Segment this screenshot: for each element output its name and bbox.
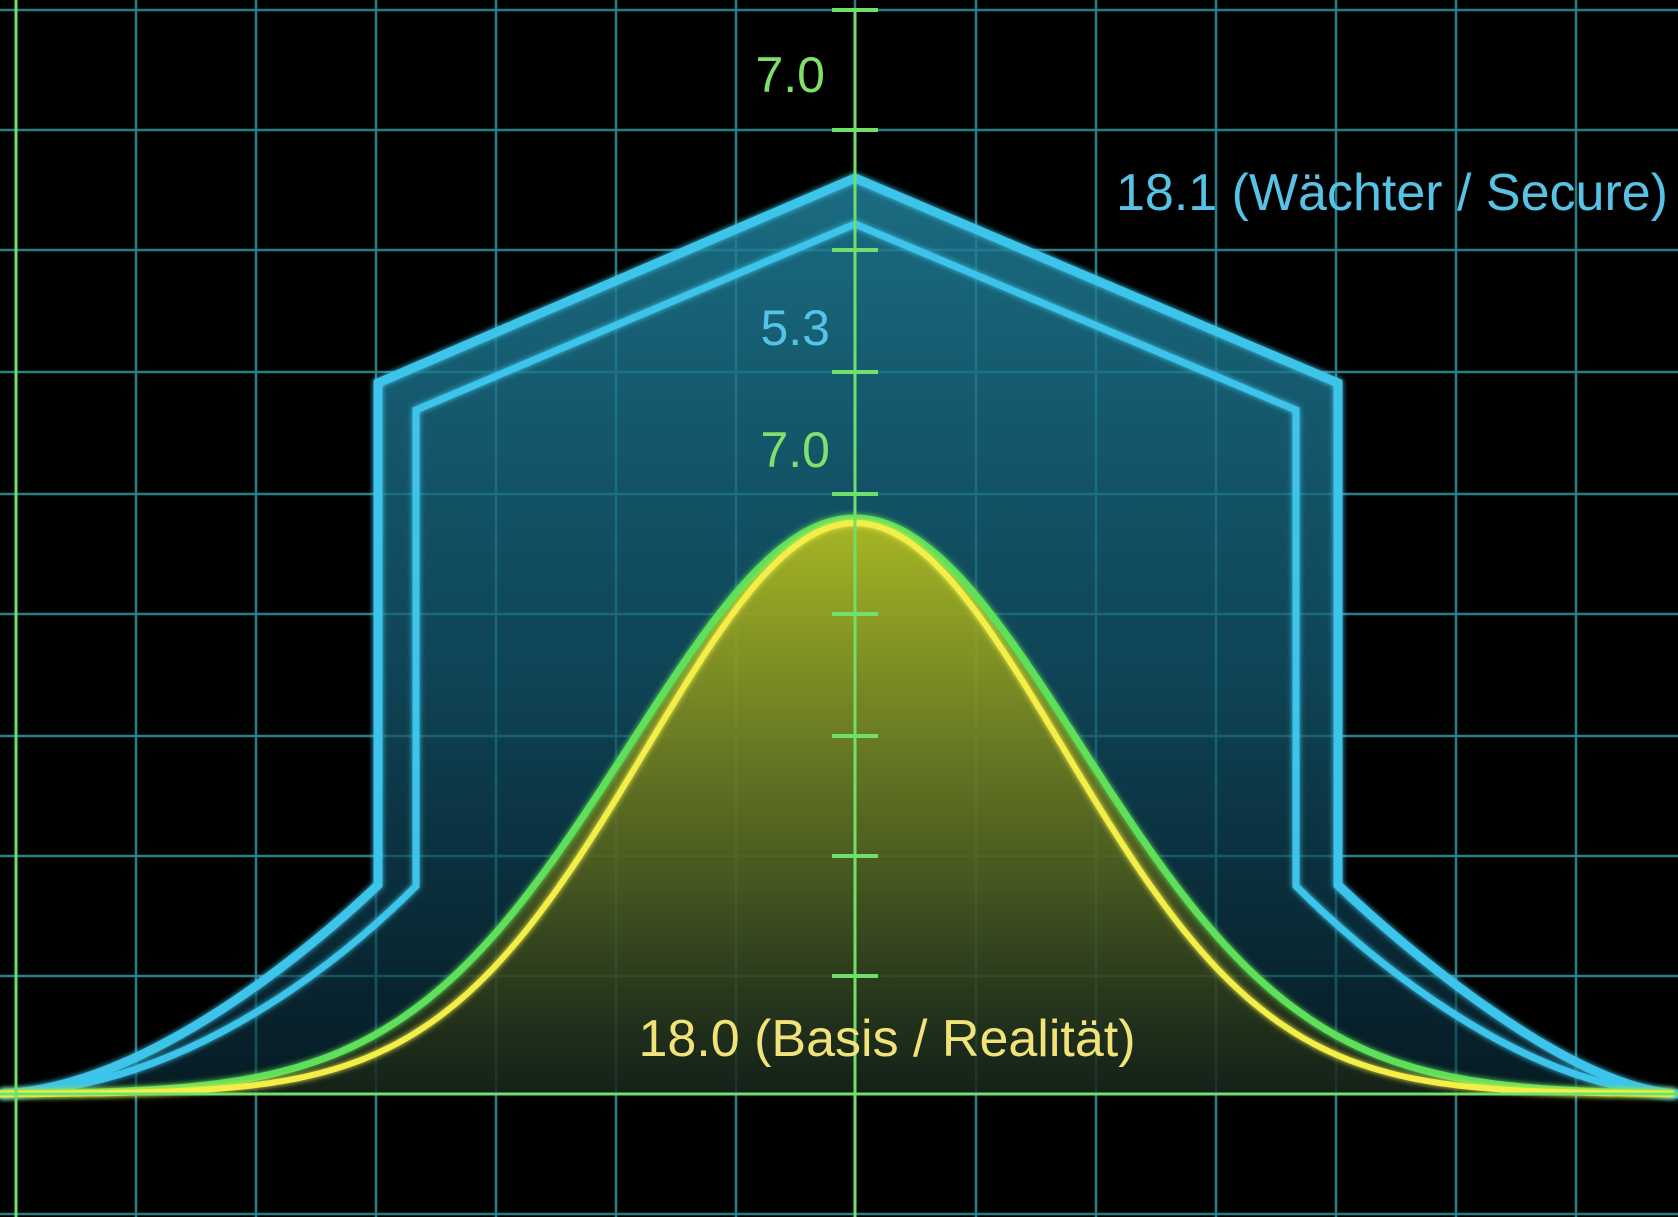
y-tick-label-top: 7.0 [755, 47, 825, 103]
labels: 7.0 5.3 7.0 18.1 (Wächter / Secure) 18.0… [638, 47, 1668, 1068]
y-tick-label-low: 7.0 [760, 422, 830, 478]
y-tick-label-mid: 5.3 [760, 300, 830, 356]
secure-inner-line [0, 220, 1678, 1098]
basis-area-group [0, 514, 1678, 1098]
basis-area-fill [0, 518, 1678, 1094]
basis-green-curve [0, 514, 1674, 1098]
basis-annotation: 18.0 (Basis / Realität) [638, 1010, 1135, 1068]
secure-outer-line [0, 173, 1678, 1099]
secure-annotation: 18.1 (Wächter / Secure) [1116, 164, 1668, 222]
y-axis-ticks [832, 8, 878, 978]
basis-yellow-curve [0, 520, 1675, 1097]
